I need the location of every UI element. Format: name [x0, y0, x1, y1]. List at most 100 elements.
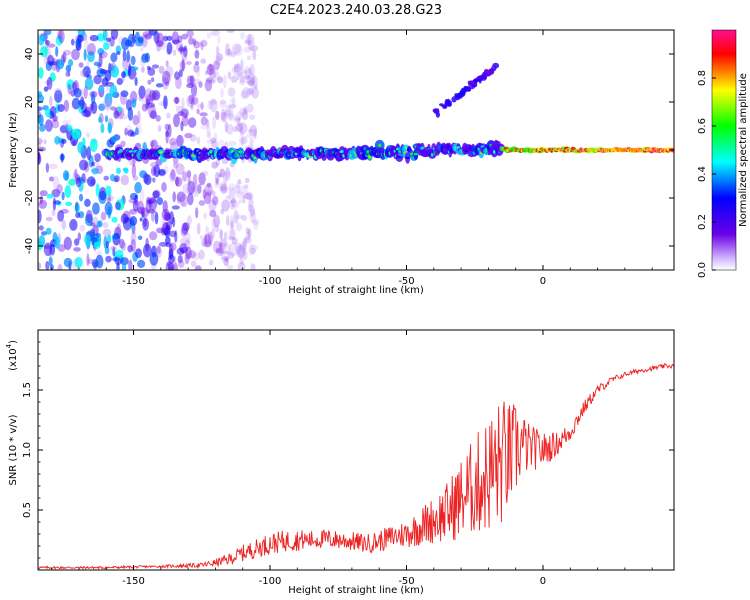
noise-blob — [39, 190, 48, 197]
noise-blob — [200, 124, 209, 130]
noise-blob — [238, 79, 247, 86]
noise-blob — [156, 245, 161, 254]
noise-blob — [56, 184, 63, 194]
x-tick-label: -150 — [122, 576, 145, 587]
noise-blob — [228, 236, 235, 241]
noise-blob — [139, 188, 145, 203]
noise-blob — [112, 246, 116, 257]
noise-blob — [249, 209, 256, 223]
noise-blob — [224, 111, 229, 116]
svg-text:(x104): (x104) — [5, 340, 19, 371]
noise-blob — [175, 115, 180, 120]
noise-blob — [54, 236, 60, 249]
noise-blob — [55, 35, 63, 46]
noise-blob — [92, 224, 99, 236]
noise-blob — [97, 117, 103, 123]
noise-blob — [240, 31, 246, 40]
noise-blob — [241, 109, 249, 121]
noise-blob — [191, 96, 199, 105]
noise-blob — [92, 202, 100, 215]
noise-blob — [231, 67, 236, 73]
noise-blob — [215, 110, 220, 121]
noise-blob — [226, 264, 234, 270]
noise-blob — [81, 109, 91, 117]
noise-blob — [200, 58, 207, 64]
figure-title: C2E4.2023.240.03.28.G23 — [270, 3, 442, 18]
noise-blob — [226, 215, 230, 227]
noise-blob — [246, 133, 253, 138]
noise-blob — [222, 74, 227, 89]
noise-blob — [250, 263, 256, 270]
noise-blob — [174, 230, 178, 243]
noise-blob — [236, 111, 244, 120]
noise-blob — [54, 87, 62, 95]
noise-blob — [71, 81, 78, 91]
noise-blob — [77, 232, 82, 241]
noise-blob — [215, 248, 220, 253]
noise-blob — [227, 251, 235, 259]
noise-blob — [122, 49, 127, 62]
noise-blob — [203, 240, 213, 248]
noise-blob — [230, 75, 238, 83]
noise-blob — [206, 119, 210, 128]
noise-blob — [135, 127, 139, 136]
noise-blob — [169, 242, 177, 251]
noise-blob — [127, 129, 135, 137]
noise-blob — [46, 76, 53, 90]
noise-blob — [96, 33, 105, 42]
noise-blob — [115, 45, 122, 54]
ridge-core — [468, 147, 471, 150]
noise-blob — [148, 104, 157, 119]
noise-blob — [249, 124, 258, 137]
noise-blob — [181, 47, 188, 62]
noise-blob — [190, 260, 197, 268]
noise-blob — [173, 97, 180, 104]
noise-blob — [228, 103, 237, 109]
noise-blob — [162, 35, 169, 42]
noise-blob — [142, 96, 146, 108]
noise-blob — [240, 121, 245, 128]
noise-blob — [174, 71, 180, 80]
snr-xlabel: Height of straight line (km) — [288, 585, 424, 596]
snr-frame — [37, 329, 675, 571]
ridge-core — [128, 150, 133, 153]
noise-blob — [49, 264, 54, 270]
noise-blob — [169, 171, 174, 178]
ridge-core — [397, 155, 402, 159]
noise-blob — [239, 126, 244, 137]
noise-blob — [158, 65, 165, 74]
noise-blob — [161, 208, 170, 221]
noise-blob — [196, 266, 200, 270]
noise-blob — [226, 30, 235, 33]
noise-blob — [188, 117, 197, 128]
noise-blob — [44, 39, 51, 46]
noise-blob — [233, 64, 239, 70]
noise-blob — [178, 259, 185, 268]
noise-blob — [44, 30, 49, 39]
noise-blob — [109, 173, 116, 182]
noise-blob — [132, 42, 140, 47]
noise-blob — [250, 75, 258, 89]
noise-blob — [87, 176, 96, 187]
noise-blob — [181, 58, 185, 72]
noise-blob — [246, 80, 255, 86]
noise-blob — [127, 107, 134, 121]
noise-blob — [224, 109, 232, 118]
noise-blob — [65, 71, 70, 77]
noise-blob — [38, 106, 43, 111]
noise-blob — [220, 254, 227, 263]
noise-blob — [55, 59, 65, 70]
noise-blob — [205, 225, 210, 239]
noise-blob — [198, 172, 206, 186]
noise-blob — [58, 30, 65, 44]
noise-blob — [204, 233, 212, 247]
noise-blob — [55, 46, 59, 57]
colorbar: 0.0 0.2 0.4 0.6 0.8 Normalized spectral ampl… — [697, 29, 749, 278]
noise-blob — [208, 199, 217, 212]
noise-blob — [181, 222, 189, 235]
noise-blob — [225, 48, 233, 57]
noise-blob — [73, 247, 81, 252]
noise-blob — [98, 113, 104, 124]
noise-blob — [110, 30, 119, 40]
noise-blob — [176, 195, 182, 204]
